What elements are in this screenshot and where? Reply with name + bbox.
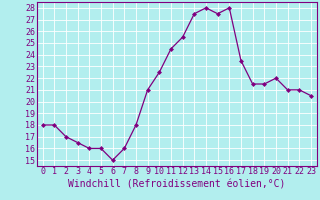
X-axis label: Windchill (Refroidissement éolien,°C): Windchill (Refroidissement éolien,°C)	[68, 179, 285, 189]
